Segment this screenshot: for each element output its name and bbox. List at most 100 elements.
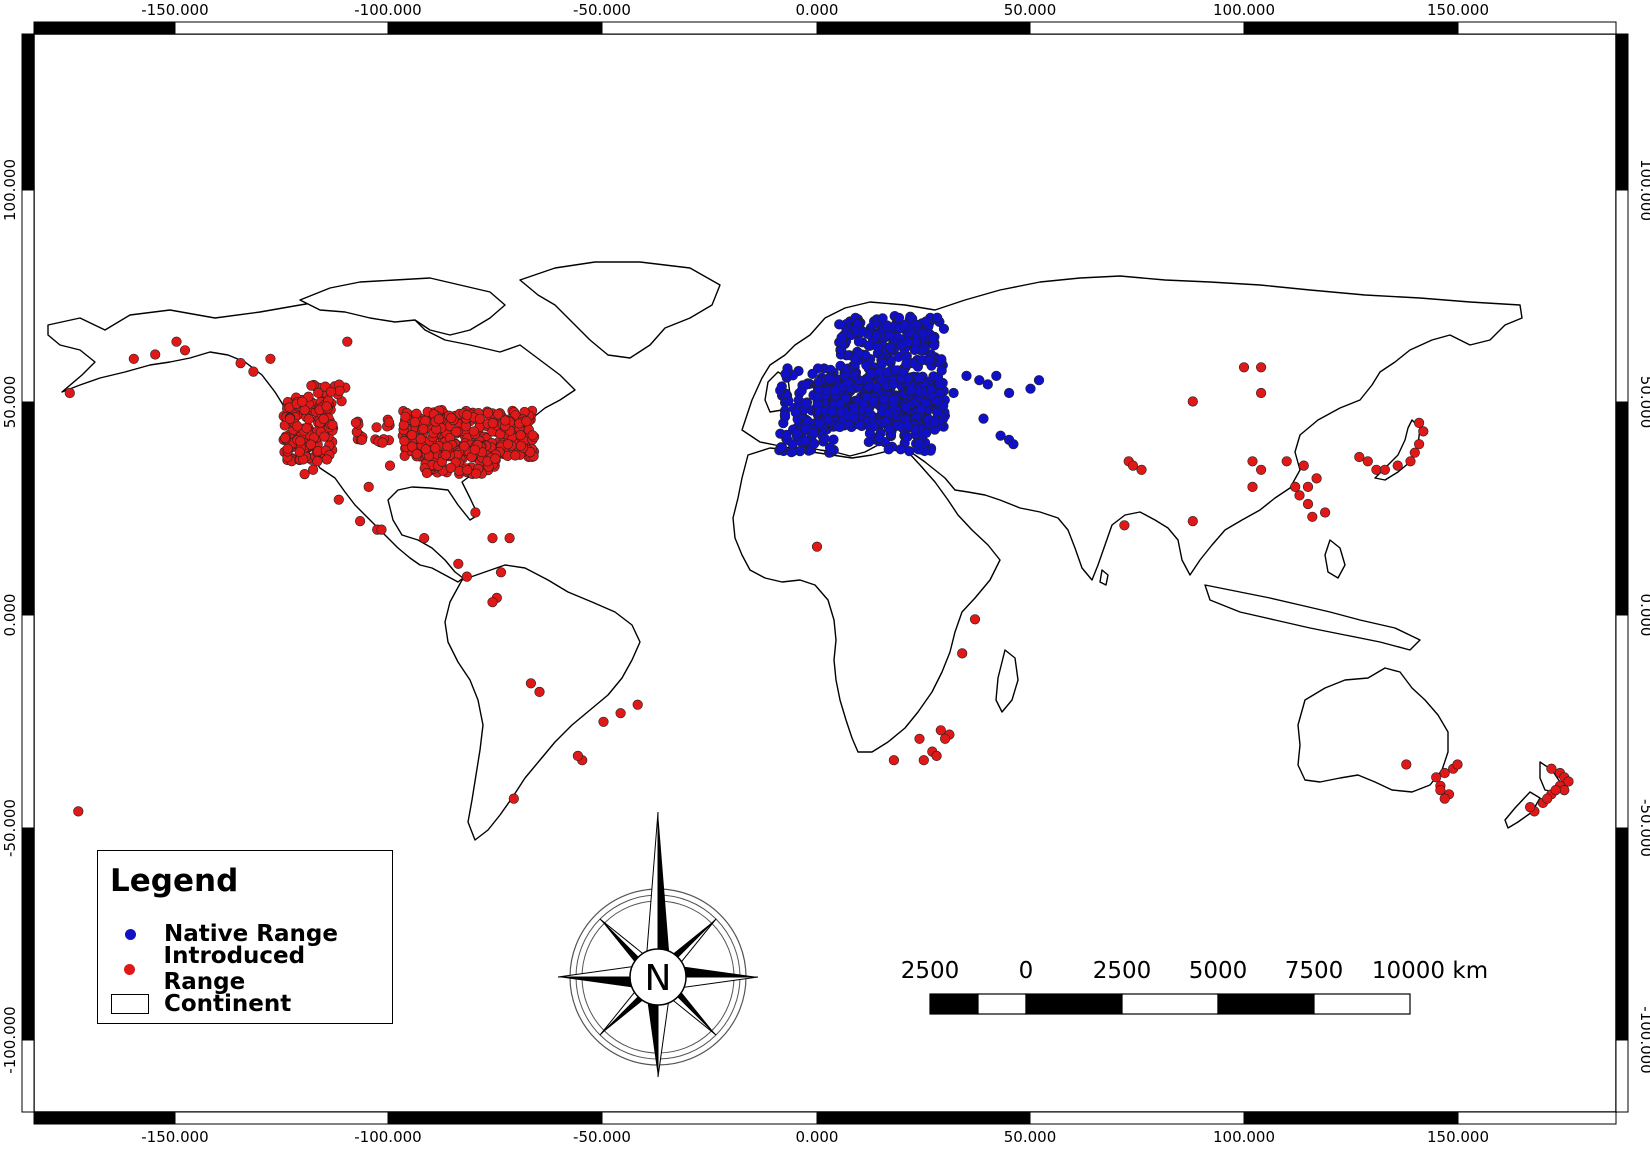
native-point xyxy=(974,375,985,386)
native-point xyxy=(902,337,913,348)
bottom-bar-segment xyxy=(174,1111,389,1125)
native-point xyxy=(1003,387,1015,399)
y-tick-label-left: -50.000 xyxy=(1,799,19,857)
native-point xyxy=(932,312,943,323)
introduced-point xyxy=(1187,396,1198,407)
introduced-point xyxy=(1302,498,1314,510)
native-point xyxy=(824,442,836,453)
introduced-point xyxy=(1187,515,1198,527)
bottom-bar-segment xyxy=(1029,1111,1245,1125)
native-point xyxy=(917,327,928,339)
sri-lanka-island xyxy=(1099,569,1109,586)
introduced-point xyxy=(1371,464,1382,475)
native-point xyxy=(982,379,993,390)
native-point xyxy=(809,438,820,449)
introduced-point xyxy=(515,440,527,451)
introduced-point xyxy=(399,435,410,447)
introduced-point xyxy=(356,434,368,445)
introduced-point xyxy=(1439,793,1450,804)
introduced-point xyxy=(615,708,626,719)
native-point xyxy=(834,319,845,330)
eurasia-continent xyxy=(741,275,1523,581)
introduced-point xyxy=(474,413,486,424)
native-point xyxy=(895,444,906,455)
left-bar-segment xyxy=(21,33,35,191)
right-bar-segment xyxy=(1615,401,1629,616)
introduced-point xyxy=(1311,473,1322,484)
introduced-point xyxy=(321,454,333,465)
introduced-point xyxy=(411,448,422,460)
introduced-point xyxy=(313,387,324,399)
native-point xyxy=(861,360,872,371)
introduced-point xyxy=(305,439,316,450)
introduced-point xyxy=(1559,784,1570,796)
introduced-point xyxy=(521,416,532,427)
native-point xyxy=(932,396,944,407)
introduced-point xyxy=(1136,464,1147,475)
introduced-point xyxy=(487,418,498,429)
x-tick-label-top: 0.000 xyxy=(796,1,839,19)
introduced-point xyxy=(1435,784,1446,796)
introduced-point xyxy=(487,532,498,544)
introduced-point xyxy=(433,414,445,425)
right-bar-segment xyxy=(1615,33,1629,191)
introduced-point xyxy=(1238,362,1250,373)
legend-item-introduced: Introduced Range xyxy=(110,943,392,995)
native-point xyxy=(893,312,905,323)
introduced-point xyxy=(420,444,431,455)
native-point xyxy=(775,442,787,453)
y-tick-label-left: 0.000 xyxy=(1,594,19,637)
introduced-point xyxy=(284,413,296,425)
native-point xyxy=(902,420,914,432)
native-point xyxy=(921,427,932,438)
x-tick-label-top: 150.000 xyxy=(1427,1,1489,19)
introduced-point xyxy=(430,443,441,454)
right-bar-segment xyxy=(1615,189,1629,403)
bottom-bar-segment xyxy=(387,1111,603,1125)
introduced-point xyxy=(1524,801,1536,813)
native-point xyxy=(848,412,860,423)
introduced-point xyxy=(350,417,362,428)
native-point xyxy=(938,323,950,334)
introduced-point xyxy=(1319,507,1331,518)
native-point xyxy=(787,439,798,450)
introduced-point xyxy=(527,430,538,441)
native-point xyxy=(800,398,812,409)
introduced-point xyxy=(321,401,332,412)
introduced-point xyxy=(334,385,345,396)
introduced-point xyxy=(914,733,925,744)
introduced-point xyxy=(451,426,462,437)
introduced-point xyxy=(632,699,643,710)
introduced-point xyxy=(918,755,929,766)
introduced-point xyxy=(376,524,387,535)
introduced-point xyxy=(525,678,537,689)
native-point xyxy=(1008,439,1019,450)
left-bar-segment xyxy=(21,189,35,403)
introduced-point xyxy=(371,422,382,433)
introduced-point xyxy=(265,353,276,364)
introduced-dot-icon xyxy=(124,963,136,975)
scale-bar-label: 0 xyxy=(1019,958,1034,984)
x-tick-label-top: 100.000 xyxy=(1213,1,1275,19)
introduced-point xyxy=(301,423,312,434)
native-point xyxy=(909,344,920,356)
introduced-point xyxy=(421,467,433,479)
introduced-point xyxy=(64,387,75,399)
native-point xyxy=(865,368,877,379)
native-point xyxy=(991,370,1002,382)
legend-label-native: Native Range xyxy=(164,921,338,947)
introduced-point xyxy=(1563,776,1574,787)
introduced-point xyxy=(297,396,308,407)
native-point xyxy=(995,430,1006,441)
introduced-point xyxy=(1302,481,1314,493)
native-point xyxy=(808,427,819,439)
introduced-point xyxy=(398,420,409,431)
native-point xyxy=(927,333,938,344)
native-point xyxy=(889,365,901,376)
introduced-point xyxy=(1439,767,1450,779)
left-bar-segment xyxy=(21,1039,35,1113)
introduced-point xyxy=(235,358,246,369)
introduced-point xyxy=(400,411,411,422)
native-point xyxy=(814,418,825,429)
introduced-point xyxy=(470,507,481,518)
